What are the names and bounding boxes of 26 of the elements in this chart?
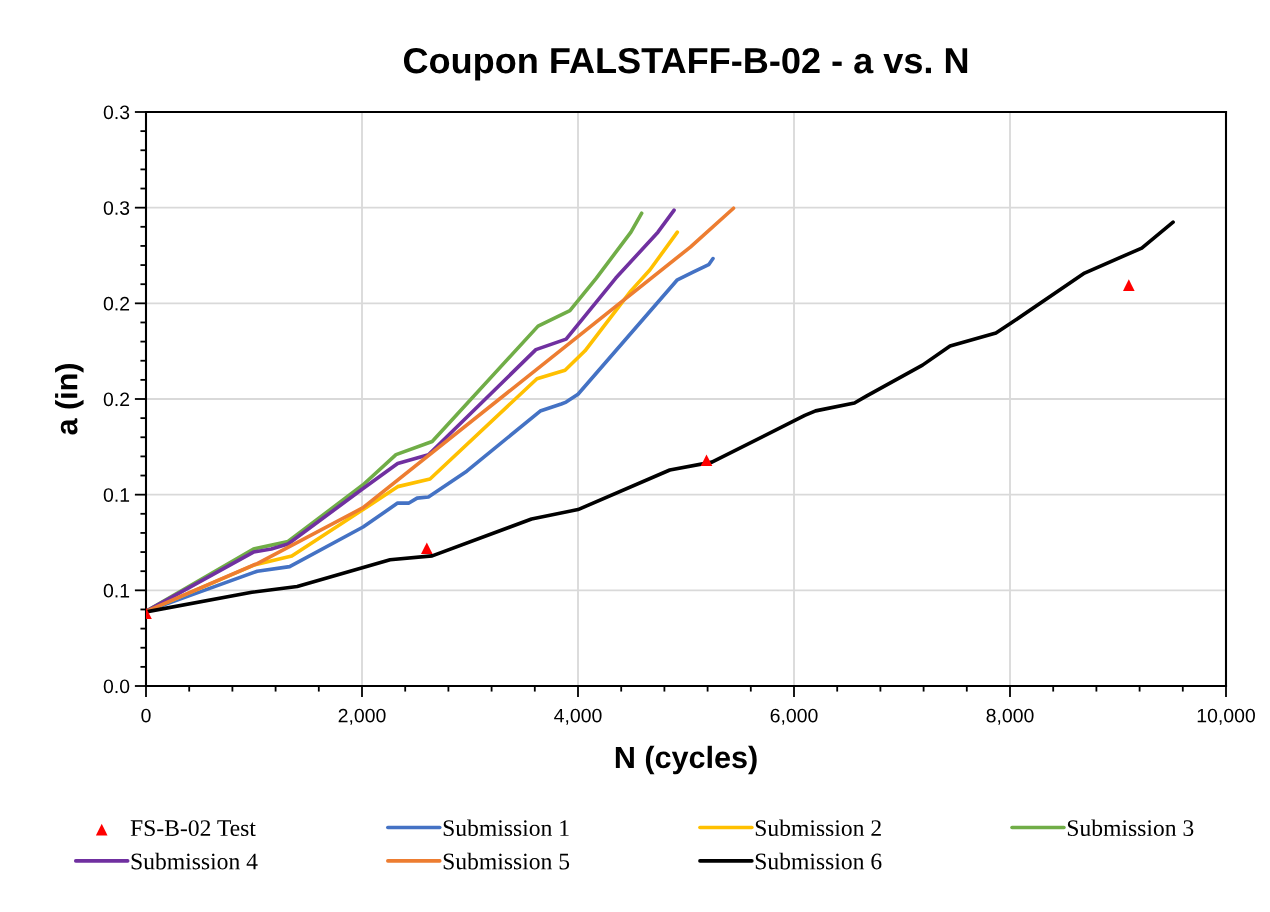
y-tick-label: 0.2 xyxy=(103,296,130,311)
point xyxy=(420,542,433,555)
y-axis-title: a (in) xyxy=(55,364,84,435)
legend-label: Submission 2 xyxy=(755,819,881,837)
legend-label: Submission 6 xyxy=(755,852,882,870)
y-tick-label: 0.1 xyxy=(103,583,130,598)
legend-label: Submission 3 xyxy=(1067,819,1194,837)
point xyxy=(1122,279,1135,291)
chart-title: Coupon FALSTAFF-B-02 - a vs. N xyxy=(403,47,968,81)
legend-label: Submission 1 xyxy=(443,819,569,837)
x-tick-label: 8,000 xyxy=(986,708,1034,725)
x-tick-label: 2,000 xyxy=(338,708,386,725)
x-tick-label: 0 xyxy=(141,708,151,723)
y-tick-label: 0.3 xyxy=(103,105,130,120)
x-tick-label: 4,000 xyxy=(554,708,602,725)
y-tick-label: 0.1 xyxy=(103,488,130,502)
y-tick-label: 0.0 xyxy=(103,679,130,694)
legend-label: Submission 4 xyxy=(131,852,258,870)
x-tick-label: 6,000 xyxy=(770,708,818,725)
legend-label: FS-B-02 Test xyxy=(130,820,256,837)
y-tick-label: 0.3 xyxy=(103,201,130,215)
point xyxy=(700,454,713,467)
x-tick-label: 10,000 xyxy=(1197,708,1255,725)
x-axis-title: N (cycles) xyxy=(615,745,757,775)
y-tick-label: 0.2 xyxy=(103,392,130,407)
legend-label: Submission 5 xyxy=(443,852,570,870)
